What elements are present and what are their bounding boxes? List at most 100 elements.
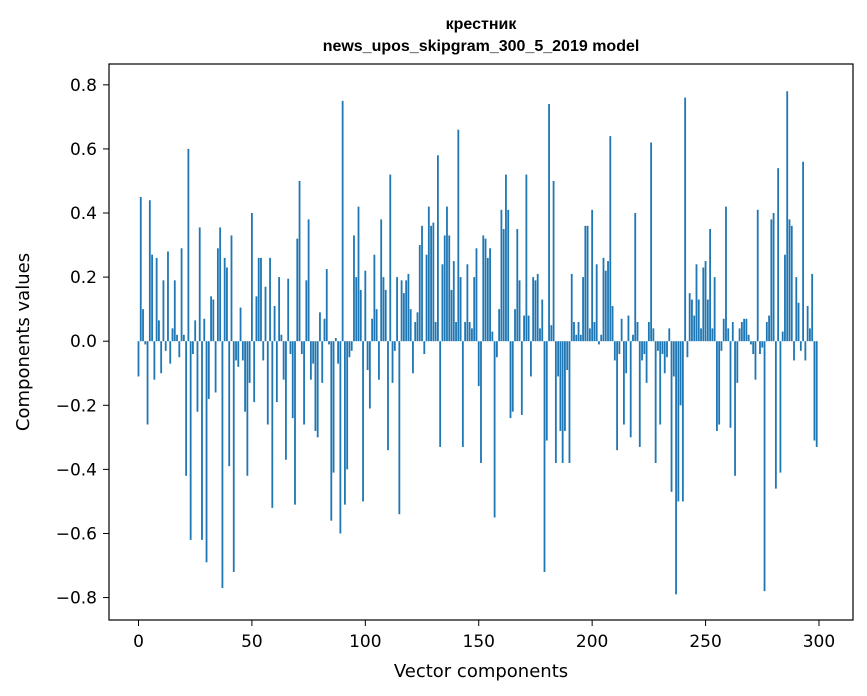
bar-133 [439,341,442,447]
bar-293 [802,161,804,342]
bar-3 [144,341,147,345]
bar-197 [584,225,587,342]
bar-69 [294,341,296,505]
bar-135 [443,235,446,342]
bar-36 [219,227,222,342]
bar-247 [697,299,700,342]
bar-120 [409,309,412,342]
bar-227 [652,328,655,342]
bar-183 [552,180,555,342]
bar-261 [729,341,732,428]
y-tick-label: −0.2 [56,396,97,416]
bar-99 [362,341,364,502]
bar-249 [702,267,705,342]
y-axis-ticks: 0.8 0.6 0.4 0.2 0.0 −0.2 −0.4 −0.6 −0.8 [56,76,109,609]
bar-57 [266,341,269,425]
bar-206 [604,270,607,342]
bar-239 [679,341,682,406]
bar-139 [452,261,455,342]
bar-210 [613,341,616,361]
bar-260 [727,328,730,342]
bar-89 [339,341,342,534]
bar-279 [770,219,773,342]
bar-71 [298,180,301,342]
bar-66 [287,278,290,342]
bar-102 [368,341,371,409]
bar-209 [611,305,614,342]
bar-137 [448,235,451,342]
bar-145 [466,264,469,342]
bar-9 [158,320,160,342]
bar-168 [518,280,521,342]
bar-191 [570,273,573,342]
bar-101 [366,341,369,371]
bar-264 [736,341,739,383]
bar-10 [160,341,163,374]
bar-241 [684,97,687,342]
bar-147 [471,328,473,342]
bar-6 [151,254,153,342]
bar-160 [500,209,503,342]
bar-235 [670,341,673,492]
bar-176 [536,273,539,342]
bar-126 [423,341,426,355]
bar-174 [532,277,535,342]
bar-269 [747,334,750,342]
bar-85 [330,341,333,521]
bar-291 [797,302,800,342]
bar-110 [387,341,389,451]
bar-272 [754,341,757,380]
bar-184 [554,341,557,463]
bar-107 [380,219,383,342]
bar-60 [273,305,276,342]
bar-294 [804,341,807,361]
bar-117 [402,293,405,342]
bar-211 [616,341,618,451]
bar-258 [722,318,725,342]
bar-105 [375,309,378,342]
bar-97 [357,206,360,342]
bar-56 [264,286,267,342]
bar-30 [205,341,208,563]
y-tick-label: −0.8 [56,589,97,609]
bar-46 [241,341,244,361]
x-tick-label: 50 [241,632,263,652]
bar-118 [405,280,408,342]
bar-143 [461,341,464,447]
plot-frame [108,63,854,621]
bar-90 [341,100,344,342]
bar-162 [505,174,507,342]
bar-298 [813,341,816,441]
bar-1 [139,196,142,342]
chart-title-line2: news_upos_skipgram_300_5_2019 model [323,38,640,55]
bar-100 [364,270,367,342]
bar-282 [777,168,780,342]
bar-165 [511,341,514,412]
bar-271 [752,341,755,355]
bar-257 [720,341,723,351]
bar-286 [786,91,789,342]
bar-266 [740,321,743,342]
bar-205 [602,257,605,342]
bar-228 [654,341,657,463]
bar-163 [507,209,510,342]
bar-62 [278,277,281,342]
bar-274 [759,341,761,355]
bar-265 [738,328,741,342]
bar-58 [269,257,271,342]
bar-189 [566,341,569,371]
bar-177 [539,328,541,342]
bar-151 [480,341,482,463]
bar-116 [400,280,403,342]
bar-270 [750,341,752,345]
bar-16 [173,280,176,342]
bar-94 [350,341,353,351]
bar-45 [239,307,242,342]
bar-153 [484,238,487,342]
bar-278 [768,315,770,342]
bar-202 [595,264,598,342]
bar-198 [586,225,589,342]
bar-179 [543,341,546,572]
bar-132 [437,155,439,342]
